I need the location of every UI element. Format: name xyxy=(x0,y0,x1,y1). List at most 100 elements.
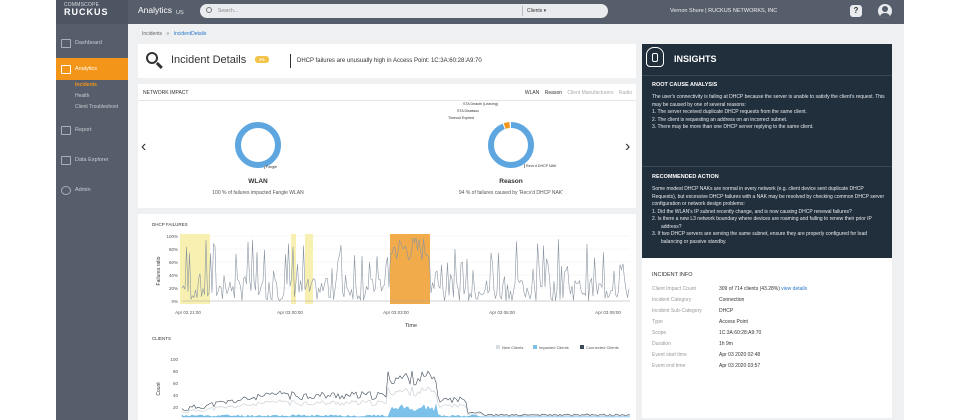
dhcp-x-ticks: Apr 02 21:00 Apr 03 00:00 Apr 03 03:00 A… xyxy=(175,310,621,315)
wlan-donut-ring[interactable] xyxy=(235,122,281,168)
sidebar-item-analytics[interactable]: Analytics xyxy=(56,58,133,80)
dashboard-icon xyxy=(61,38,71,48)
main-content: Incidents » IncidentDetails Incident Det… xyxy=(128,24,904,420)
sidebar-item-label: Report xyxy=(75,127,92,133)
tab-radio[interactable]: Radio xyxy=(618,90,632,96)
network-impact-tabs: WLAN Reason Client Manufacturers Radio xyxy=(521,90,632,96)
dhcp-failures-title: DHCP FAILURES xyxy=(152,222,188,227)
search-scope-dropdown[interactable]: Clients ▾ xyxy=(522,6,546,16)
x-tick: Apr 03 03:00 xyxy=(383,310,409,315)
info-row: Duration 1h 9m xyxy=(652,341,882,349)
clients-legend: New Clients Impacted Clients Connected C… xyxy=(496,345,619,350)
tab-reason[interactable]: Reason xyxy=(544,90,562,96)
info-row: Scope 1C:3A:60:28:A9:70 xyxy=(652,330,882,338)
insights-panel: INSIGHTS ROOT CAUSE ANALYSIS The user's … xyxy=(642,44,892,270)
network-impact-title: NETWORK IMPACT xyxy=(143,90,189,96)
divider xyxy=(642,166,892,167)
sidebar-subitem-incidents[interactable]: Incidents xyxy=(75,82,97,88)
insights-header: INSIGHTS xyxy=(642,44,892,76)
legend-swatch-connected xyxy=(580,345,584,349)
lightbulb-icon xyxy=(646,47,664,67)
sidebar-item-report[interactable]: Report xyxy=(56,119,128,141)
failure-highlight-band[interactable] xyxy=(305,234,313,304)
legend-swatch-new xyxy=(496,345,500,349)
legend-connected-clients[interactable]: Connected Clients xyxy=(586,345,619,350)
search-input[interactable]: Search... xyxy=(218,8,239,14)
info-key: Incident Category xyxy=(652,297,692,303)
y-tick: 40% xyxy=(169,273,178,278)
sidebar-item-data-explorer[interactable]: Data Explorer xyxy=(56,149,128,171)
breadcrumb-incidents[interactable]: Incidents xyxy=(142,31,163,37)
info-value-text: 309 of 714 clients (43.28%) xyxy=(719,286,780,292)
root-cause-item: 2. The client is requesting an address o… xyxy=(652,116,788,123)
reason-segment-label: STA Deauth (Leaving) xyxy=(463,102,499,106)
y-tick: 20 xyxy=(173,405,179,410)
magnifier-handle xyxy=(156,61,163,69)
clients-title: CLIENTS xyxy=(152,336,171,341)
recommended-action-title: RECOMMENDED ACTION xyxy=(652,174,719,180)
reason-segment-label: STA Disassoc xyxy=(457,109,480,113)
info-value: Connection xyxy=(719,297,745,303)
wlan-donut-chart xyxy=(235,122,281,168)
sidebar-item-admin[interactable]: Admin xyxy=(56,179,128,201)
chevron-left-icon[interactable]: ‹ xyxy=(141,138,147,155)
legend-impacted-clients[interactable]: Impacted Clients xyxy=(539,345,569,350)
dhcp-failure-line[interactable] xyxy=(181,237,630,302)
info-row: Incident Category Connection xyxy=(652,297,882,305)
tab-wlan[interactable]: WLAN xyxy=(524,90,540,96)
info-row: Incident Sub-Category DHCP xyxy=(652,308,882,316)
sidebar-subitem-health[interactable]: Health xyxy=(75,93,90,99)
sidebar-item-label: Admin xyxy=(75,187,91,193)
page-title: Incident Details xyxy=(171,54,247,66)
breadcrumb-separator: » xyxy=(166,31,170,37)
info-key: Scope xyxy=(652,330,667,336)
incident-info-title: INCIDENT INFO xyxy=(652,272,693,278)
y-tick: 80% xyxy=(169,247,178,252)
dhcp-y-ticks: 100% 80% 60% 40% 20% 0% xyxy=(166,234,178,304)
chevron-right-icon[interactable]: › xyxy=(625,138,631,155)
reason-donut-main[interactable] xyxy=(488,122,534,168)
wlan-description: 100 % of failures impacted Fangle WLAN xyxy=(212,190,304,196)
legend-new-clients[interactable]: New Clients xyxy=(502,345,523,350)
clients-y-ticks: 100 80 60 40 20 xyxy=(170,357,178,410)
view-details-link[interactable]: view details xyxy=(781,286,808,292)
divider xyxy=(138,100,636,101)
help-icon[interactable]: ? xyxy=(850,5,862,17)
recommended-action-item: 3. If two DHCP servers are serving the s… xyxy=(652,231,868,245)
info-value: DHCP xyxy=(719,308,734,314)
info-key: Event start time xyxy=(652,352,687,358)
y-tick: 20% xyxy=(169,286,178,291)
y-tick: 0% xyxy=(171,299,178,304)
search-bar[interactable]: Search... Clients ▾ xyxy=(200,4,608,18)
insights-title: INSIGHTS xyxy=(674,54,717,64)
report-icon xyxy=(61,125,71,135)
y-tick: 40 xyxy=(173,393,179,398)
breadcrumb-current[interactable]: IncidentDetails xyxy=(173,31,207,37)
legend-swatch-impacted xyxy=(533,345,537,349)
logo-line2: RUCKUS xyxy=(64,7,109,17)
severity-badge: P3 xyxy=(255,56,269,63)
info-key: Client Impact Count xyxy=(652,286,696,292)
connected-clients-line[interactable] xyxy=(181,370,631,417)
recommended-action-text: Some modest DHCP NAKs are normal in ever… xyxy=(652,186,885,207)
info-row: Event end time Apr 03 2020 03:57 xyxy=(652,363,882,371)
tab-client-manufacturers[interactable]: Client Manufacturers xyxy=(567,90,614,96)
wlan-segment-label: Fangle xyxy=(264,165,277,169)
incident-header-card: Incident Details P3 DHCP failures are un… xyxy=(138,44,636,78)
user-account-label[interactable]: Vernon Shure | RUCKUS NETWORKS, INC xyxy=(670,8,778,14)
sidebar-item-label: Dashboard xyxy=(75,40,102,46)
new-clients-line[interactable] xyxy=(181,386,631,417)
sidebar-item-dashboard[interactable]: Dashboard xyxy=(56,32,128,54)
sidebar-subitem-client-troubleshoot[interactable]: Client Troubleshoot xyxy=(75,104,119,110)
dhcp-x-axis-label: Time xyxy=(405,323,417,329)
root-cause-item: 1. The server received duplicate DHCP re… xyxy=(652,109,807,115)
impacted-clients-area[interactable] xyxy=(181,404,631,418)
info-key: Event end time xyxy=(652,363,686,369)
y-tick: 100 xyxy=(170,357,178,362)
logo-line1: COMMSCOPE xyxy=(64,2,100,8)
avatar-body xyxy=(880,13,890,18)
root-cause-section: ROOT CAUSE ANALYSIS The user's connectiv… xyxy=(652,82,888,132)
ruckus-logo[interactable]: COMMSCOPE RUCKUS xyxy=(56,0,128,24)
avatar[interactable] xyxy=(878,4,892,18)
incident-window-band[interactable] xyxy=(390,234,430,304)
